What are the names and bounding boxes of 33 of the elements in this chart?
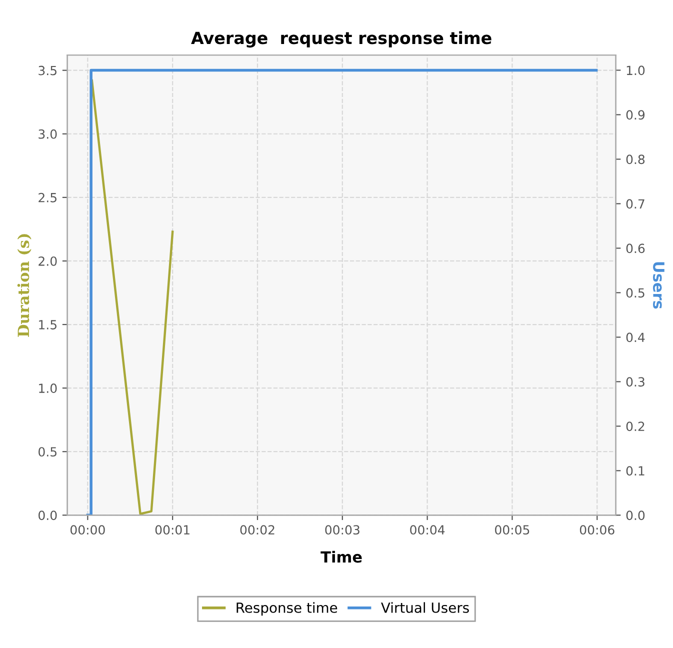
y2-tick-label: 0.0 [626, 510, 645, 520]
y2-tick-label: 0.4 [626, 332, 645, 342]
x-tick-label: 00:00 [70, 525, 105, 535]
y2-tick-label: 0.2 [626, 422, 644, 432]
y2-tick-label: 0.7 [626, 199, 644, 209]
y-tick-label: 3.5 [38, 66, 56, 76]
y2-axis-title: Users [653, 262, 664, 309]
y-tick-label: 0.5 [38, 447, 56, 457]
legend-label: Response time [236, 602, 338, 616]
y2-tick-label: 0.9 [626, 110, 645, 120]
y-axis-title: Duration (s) [17, 234, 32, 337]
legend-label: Virtual Users [381, 602, 469, 613]
x-tick-label: 00:04 [410, 525, 445, 535]
line-series [90, 79, 174, 515]
y2-tick-label: 0.8 [626, 154, 645, 164]
y2-tick-label: 0.1 [626, 466, 644, 476]
y2-tick-label: 1.0 [626, 66, 645, 76]
y-tick-label: 3.0 [38, 129, 57, 139]
x-tick-label: 00:05 [495, 525, 530, 535]
x-axis-title: Time [320, 550, 362, 563]
y-tick-label: 2.0 [38, 256, 57, 266]
x-tick-label: 00:06 [580, 525, 614, 535]
x-tick-label: 00:02 [240, 525, 274, 535]
chart-title: Average request response time [191, 31, 492, 48]
y2-tick-label: 0.3 [626, 377, 644, 387]
y2-tick-label: 0.5 [626, 288, 644, 298]
y-tick-label: 1.0 [39, 384, 57, 393]
x-tick-label: 00:01 [155, 525, 190, 535]
y-tick-label: 2.5 [38, 192, 56, 202]
y-tick-label: 1.5 [39, 320, 56, 330]
y-tick-label: 0.0 [38, 510, 57, 520]
y2-tick-label: 0.6 [626, 244, 645, 254]
x-tick-label: 00:03 [325, 525, 360, 535]
